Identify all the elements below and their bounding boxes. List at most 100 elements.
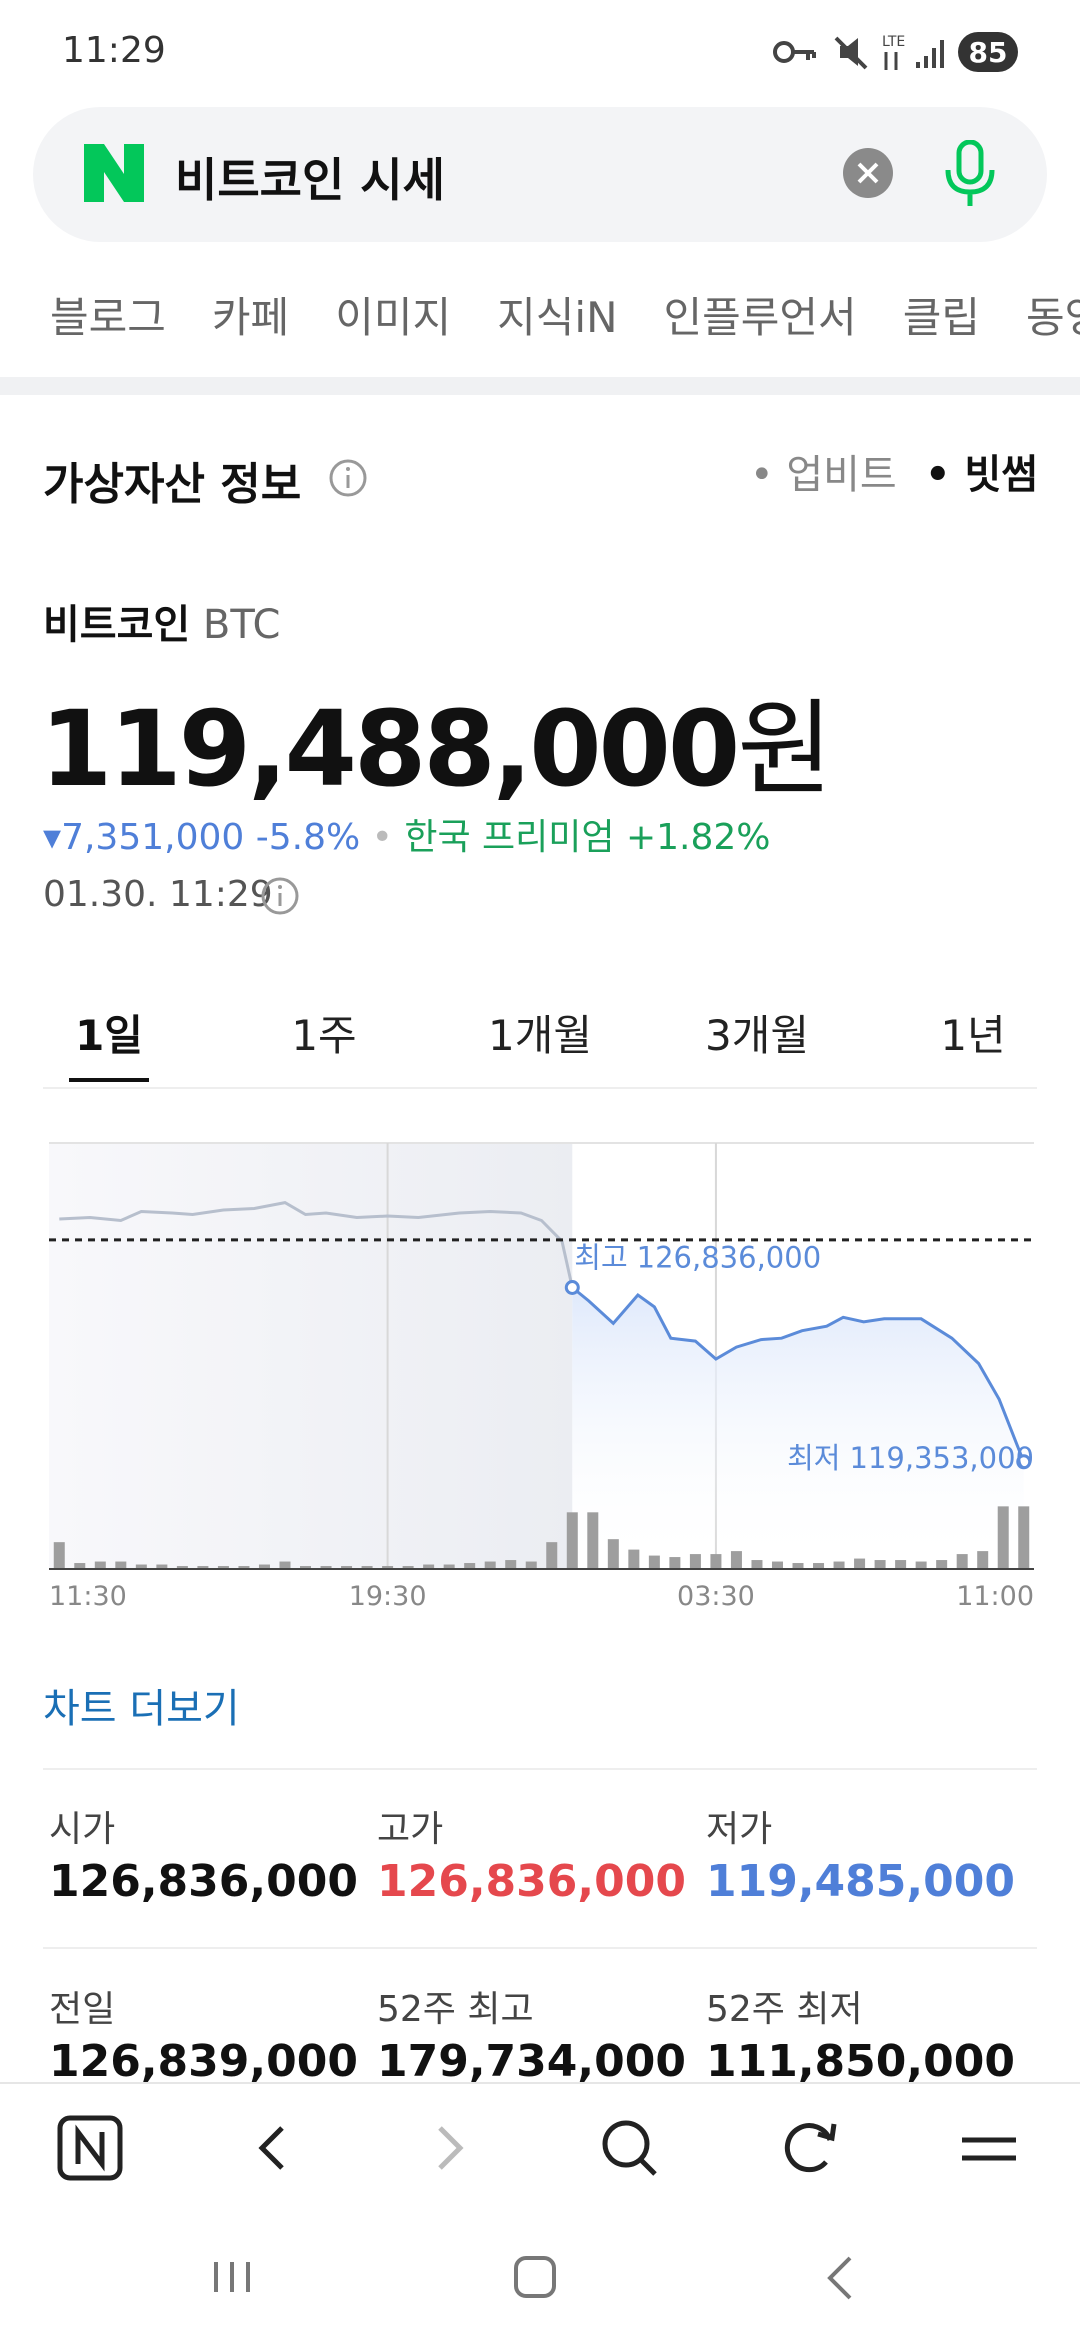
stat-value: 126,839,000 <box>49 2036 358 2087</box>
stat-label: 저가 <box>706 1809 773 1850</box>
voice-button[interactable] <box>940 140 1000 208</box>
asset-name: 비트코인 BTC <box>43 592 280 650</box>
stat-label: 시가 <box>49 1809 116 1850</box>
search-tab[interactable]: 클립 <box>902 293 980 342</box>
period-tab[interactable]: 1주 <box>291 1011 357 1060</box>
premium-label: 한국 프리미엄 <box>404 817 615 858</box>
volume-bar <box>382 1566 394 1569</box>
reload-button[interactable] <box>784 2123 837 2173</box>
search-tab[interactable]: 이미지 <box>335 293 452 342</box>
divider <box>0 377 1080 395</box>
search-tab[interactable]: 블로그 <box>50 293 166 342</box>
volume-bar <box>115 1561 127 1569</box>
price: 119,488,000원 <box>40 664 833 815</box>
exchange-name[interactable]: 업비트 <box>786 452 897 498</box>
volume-bar <box>607 1539 619 1569</box>
premium-value: +1.82% <box>625 817 771 858</box>
price-value: 119,488,000 <box>40 688 740 810</box>
volume-bar <box>771 1561 783 1569</box>
volume-bar <box>751 1560 763 1569</box>
volume-bar <box>464 1563 476 1569</box>
price-chart: 11:30 19:30 03:30 11:00 최고 126,836,000 최저 119,3… <box>49 1142 1034 1612</box>
stat-value: 179,734,000 <box>377 2036 686 2087</box>
volume-bar <box>730 1551 742 1569</box>
home-button[interactable] <box>57 2115 123 2181</box>
search-button[interactable] <box>602 2120 657 2176</box>
stat-label: 고가 <box>377 1809 444 1850</box>
volume-bar <box>956 1554 968 1569</box>
exchange-name[interactable]: 빗썸 <box>964 452 1039 498</box>
info-icon[interactable] <box>260 876 300 916</box>
volume-bar <box>546 1542 558 1569</box>
nav-icons <box>57 2115 1016 2300</box>
volume-bar <box>710 1554 722 1569</box>
volume-bar <box>279 1561 291 1569</box>
stat-label: 52주 최고 <box>377 1989 534 2030</box>
volume-bar <box>94 1561 106 1569</box>
extreme-marker <box>1016 1454 1032 1470</box>
volume-bar <box>628 1549 640 1569</box>
volume-bar <box>443 1564 455 1569</box>
volume-bar <box>197 1566 209 1569</box>
search-tab[interactable]: 카페 <box>211 293 290 342</box>
change-pct: -5.8% <box>255 817 361 858</box>
naver-logo <box>84 144 144 202</box>
exchange-upbit[interactable]: • 업비트 <box>750 452 897 498</box>
clock: 11:29 <box>62 30 166 71</box>
period-tab[interactable]: 3개월 <box>704 1011 809 1060</box>
change-amount: 7,351,000 <box>61 817 245 858</box>
system-back[interactable] <box>827 2256 852 2300</box>
period-tab[interactable]: 1년 <box>940 1011 1006 1060</box>
price-unit: 원 <box>737 688 833 810</box>
more-chart-link[interactable]: 차트 더보기 <box>43 1686 240 1732</box>
clear-button[interactable] <box>842 147 894 199</box>
search-tab[interactable]: 인플루언서 <box>663 293 857 342</box>
system-home[interactable] <box>514 2256 556 2298</box>
info-icon[interactable] <box>328 458 368 498</box>
price-line <box>59 1201 574 1288</box>
divider <box>43 1947 1037 1949</box>
forward-button[interactable] <box>438 2126 464 2170</box>
search-query[interactable]: 비트코인 시세 <box>175 153 445 207</box>
extreme-label-value: 119,353,000 <box>850 1441 1035 1475</box>
extreme-label-value: 126,836,000 <box>637 1241 822 1275</box>
asset-symbol: BTC <box>202 602 281 648</box>
volume-bar <box>648 1555 660 1569</box>
volume-bar <box>936 1560 948 1569</box>
volume-bar <box>833 1561 845 1569</box>
x-tick-label: 11:00 <box>956 1581 1034 1612</box>
recent-apps[interactable] <box>214 2262 250 2292</box>
volume-bar <box>505 1560 517 1569</box>
volume-bar <box>813 1563 825 1569</box>
exchange-bithumb[interactable]: • 빗썸 <box>925 452 1039 498</box>
menu-button[interactable] <box>962 2137 1016 2161</box>
volume-bar <box>895 1560 907 1569</box>
section-title: 가상자산 정보 <box>43 459 302 510</box>
back-button[interactable] <box>258 2126 284 2170</box>
extreme-label-name: 최고 <box>574 1241 627 1275</box>
volume-bar <box>135 1564 147 1569</box>
volume-bar <box>156 1564 168 1569</box>
period-tab[interactable]: 1일 <box>75 1011 143 1060</box>
active-tab-underline <box>69 1078 149 1082</box>
extreme-label: 최저 119,353,000 <box>787 1441 1034 1475</box>
asset-name-text: 비트코인 <box>43 602 191 648</box>
stat-value: 126,836,000 <box>377 1856 686 1907</box>
search-tab[interactable]: 동영상 <box>1025 293 1080 342</box>
extreme-marker <box>564 1279 580 1295</box>
volume-bar <box>484 1561 496 1569</box>
battery-level: 85 <box>969 36 1008 69</box>
svg-text:LTE: LTE <box>882 34 905 50</box>
volume-bar <box>423 1564 435 1569</box>
search-tabs: 블로그 카페 이미지 지식iN 인플루언서 클립 동영상 <box>50 284 1080 345</box>
change-line: ▾7,351,000 -5.8% • 한국 프리미엄 +1.82% <box>43 817 771 858</box>
volume-bar <box>320 1566 332 1569</box>
stat-value: 126,836,000 <box>49 1856 358 1907</box>
extreme-label: 최고 126,836,000 <box>574 1241 821 1275</box>
search-tab[interactable]: 지식iN <box>497 293 618 342</box>
period-tab[interactable]: 1개월 <box>487 1011 592 1060</box>
stat-label: 전일 <box>49 1989 116 2030</box>
timestamp: 01.30. 11:29 <box>43 874 273 915</box>
volume-bar <box>874 1560 886 1569</box>
